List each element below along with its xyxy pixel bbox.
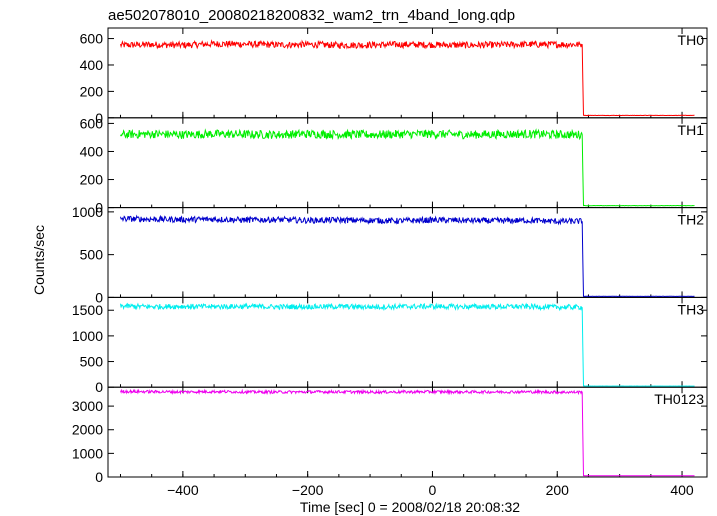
y-tick-label: 600: [80, 115, 104, 131]
y-tick-label: 1000: [72, 328, 103, 344]
panel-th2: 0 500 1000 TH2: [72, 204, 708, 305]
panels: 0 200 400 600 TH0 0 200 400 600 TH1 0 500 1000 TH2 0 50…: [72, 27, 708, 498]
x-tick-label: 0: [429, 482, 437, 498]
y-tick-label: 3000: [72, 398, 103, 414]
chart-title: ae502078010_20080218200832_wam2_trn_4ban…: [108, 7, 515, 24]
panel-label: TH0123: [654, 391, 704, 407]
series-line-th0123: [120, 388, 695, 477]
panel-label: TH0: [678, 32, 705, 48]
y-tick-label: 1000: [72, 445, 103, 461]
y-tick-label: 1000: [72, 204, 103, 220]
x-axis-label: Time [sec] 0 = 2008/02/18 20:08:32: [300, 499, 520, 515]
x-tick-label: −400: [167, 482, 199, 498]
y-tick-label: 200: [80, 172, 104, 188]
y-tick-label: 2000: [72, 422, 103, 438]
series-line-th1: [120, 128, 695, 207]
panel-label: TH3: [678, 301, 705, 317]
y-tick-label: 0: [95, 110, 103, 126]
panel-label: TH2: [678, 212, 705, 228]
y-tick-label: 500: [80, 247, 104, 263]
y-tick-label: 500: [80, 354, 104, 370]
y-tick-label: 200: [80, 83, 104, 99]
series-line-th2: [120, 214, 695, 298]
y-tick-label: 0: [95, 379, 103, 395]
panel-th0123: 0 1000 2000 3000 −400 −200 0 200 400 TH0123: [72, 386, 708, 498]
y-tick-label: 400: [80, 57, 104, 73]
y-tick-label: 0: [95, 289, 103, 305]
series-line-th0: [120, 39, 695, 117]
panel-label: TH1: [678, 122, 705, 138]
y-tick-label: 0: [95, 469, 103, 485]
x-tick-label: −200: [292, 482, 324, 498]
y-tick-label: 400: [80, 143, 104, 159]
y-axis-label: Counts/sec: [31, 225, 47, 295]
panel-frame: [107, 386, 708, 478]
y-tick-label: 1500: [72, 302, 103, 318]
x-tick-label: 200: [546, 482, 570, 498]
x-tick-label: 400: [670, 482, 694, 498]
panel-frame: [107, 27, 708, 119]
panel-th1: 0 200 400 600 TH1: [80, 115, 708, 216]
panel-th3: 0 500 1000 1500 TH3: [72, 296, 708, 395]
series-line-th3: [120, 302, 695, 387]
panel-th0: 0 200 400 600 TH0: [80, 27, 708, 126]
panel-frame: [107, 296, 708, 388]
y-tick-label: 0: [95, 200, 103, 216]
y-tick-label: 600: [80, 31, 104, 47]
